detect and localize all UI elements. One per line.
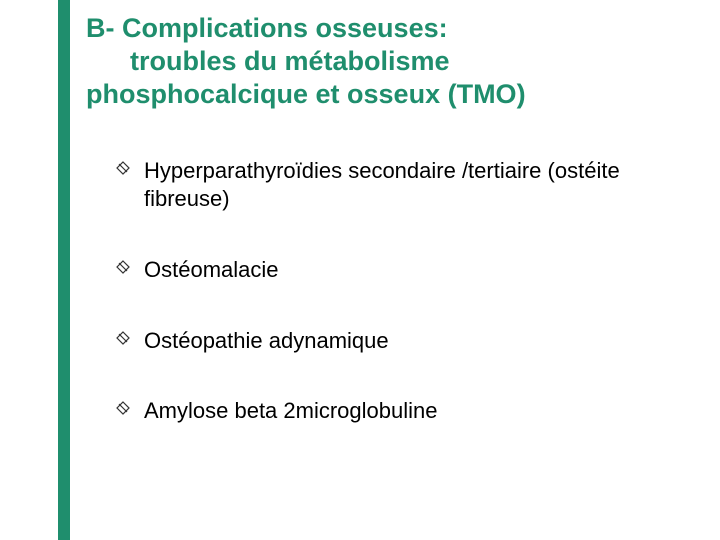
diamond-bullet-icon [116, 161, 130, 175]
list-item: Ostéopathie adynamique [116, 327, 686, 356]
title-line-2: troubles du métabolisme [86, 45, 686, 78]
diamond-bullet-icon [116, 401, 130, 415]
list-item-text: Ostéomalacie [144, 257, 279, 282]
list-item-text: Amylose beta 2microglobuline [144, 398, 438, 423]
bullet-list: Hyperparathyroïdies secondaire /tertiair… [86, 157, 686, 426]
list-item-text: Hyperparathyroïdies secondaire /tertiair… [144, 158, 620, 212]
list-item: Amylose beta 2microglobuline [116, 397, 686, 426]
title-line-1: B- Complications osseuses: [86, 12, 686, 45]
title-line-3: phosphocalcique et osseux (TMO) [86, 78, 686, 111]
slide-title: B- Complications osseuses: troubles du m… [86, 12, 686, 111]
list-item-text: Ostéopathie adynamique [144, 328, 389, 353]
list-item: Hyperparathyroïdies secondaire /tertiair… [116, 157, 686, 214]
diamond-bullet-icon [116, 260, 130, 274]
list-item: Ostéomalacie [116, 256, 686, 285]
slide-content: B- Complications osseuses: troubles du m… [86, 12, 686, 426]
diamond-bullet-icon [116, 331, 130, 345]
accent-bar [58, 0, 70, 540]
